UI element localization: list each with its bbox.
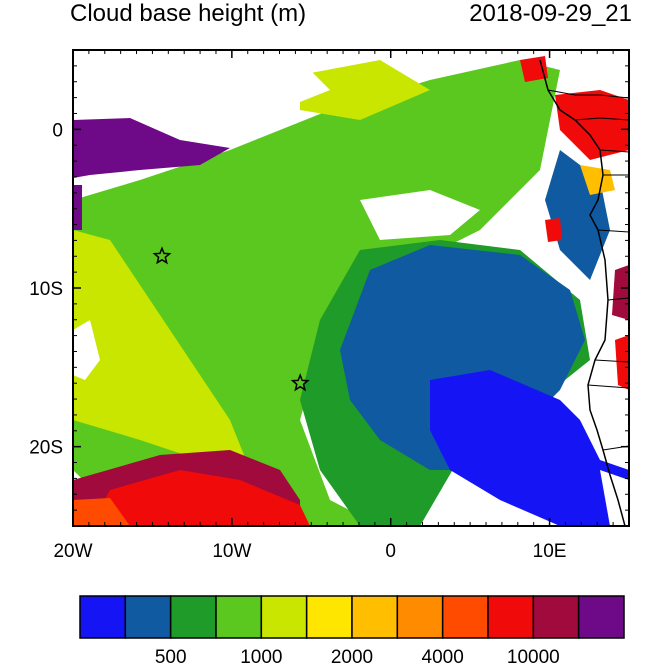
region-high-clouds-south-red [90, 470, 310, 526]
colorbar-swatch [577, 595, 625, 639]
clear-sky-patch [90, 58, 180, 110]
colorbar-swatch [79, 595, 127, 639]
lat-tick-label: 0 [52, 120, 63, 141]
colorbar-label: 4000 [422, 647, 464, 667]
country-borders [547, 89, 629, 451]
region-high-clouds-nw [73, 118, 230, 178]
lon-tick-label: 20W [53, 541, 92, 562]
colorbar-swatch [215, 595, 263, 639]
lat-tick-label: 10S [29, 279, 63, 300]
colorbar-swatch [441, 595, 489, 639]
map-plot-area [73, 50, 629, 526]
colorbar-label: 10000 [507, 647, 560, 667]
colorbar-swatch [487, 595, 535, 639]
station-markers [152, 246, 310, 392]
clear-sky-patch [230, 55, 330, 110]
colorbar-swatch [305, 595, 353, 639]
colorbar-swatch [396, 595, 444, 639]
map-timestamp: 2018-09-29_21 [469, 0, 632, 27]
colorbar-label: 2000 [331, 647, 373, 667]
colorbar-swatch [532, 595, 580, 639]
lon-tick-label: 10W [212, 541, 251, 562]
region-africa-red-east [615, 335, 629, 390]
clear-sky-patch [360, 190, 480, 240]
colorbar-swatch [260, 595, 308, 639]
region-high-clouds-nw-strip [73, 185, 82, 230]
map-title: Cloud base height (m) [70, 0, 307, 27]
colorbar-swatch [124, 595, 172, 639]
region-gulf-red [520, 56, 548, 82]
region-lowest-base-core [430, 370, 629, 526]
lat-tick-label: 20S [29, 438, 63, 459]
region-africa-red-small [545, 218, 562, 242]
axis-ticks [72, 49, 630, 527]
colorbar-label: 1000 [240, 647, 282, 667]
region-high-clouds-south-orange [73, 498, 130, 526]
colorbar-swatch [351, 595, 399, 639]
station-star-icon [152, 246, 172, 265]
colorbar-label: 500 [155, 647, 187, 667]
colorbar-swatch [169, 595, 217, 639]
region-yellowgreen-north [300, 60, 430, 120]
colorbar: 500 1000 2000 4000 10000 [79, 595, 625, 667]
clear-sky-patch [73, 320, 100, 380]
coastline [539, 59, 626, 526]
station-star-icon [290, 373, 310, 392]
lon-tick-label: 0 [385, 541, 396, 562]
region-yellowgreen-west [73, 230, 250, 470]
region-africa-orange [580, 165, 615, 195]
lon-tick-label: 10E [533, 541, 567, 562]
clear-sky-patch [580, 410, 629, 470]
region-convection-africa-red [555, 90, 629, 160]
region-convection-africa-maroon [612, 265, 629, 320]
axis-labels: 20W 10W 0 10E 0 10S 20S [29, 120, 566, 562]
